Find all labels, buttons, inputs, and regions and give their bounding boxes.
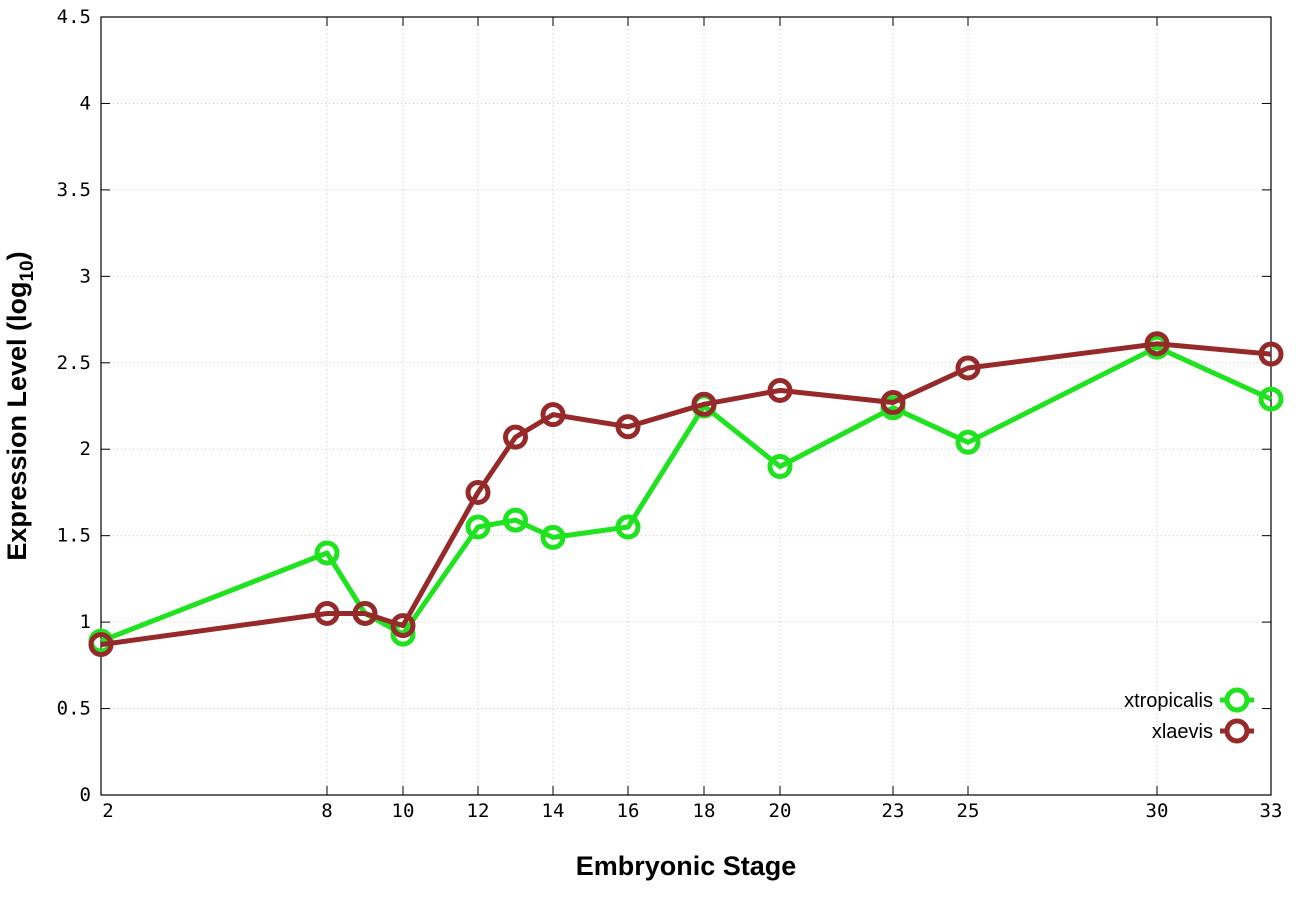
x-tick-label: 18 (693, 800, 716, 822)
y-tick-label: 0.5 (57, 698, 91, 720)
data-point-xtropicalis (955, 429, 981, 455)
x-tick-label: 30 (1146, 800, 1169, 822)
data-point-xtropicalis (1258, 386, 1284, 412)
series-line-xtropicalis (100, 344, 1273, 644)
data-point-xtropicalis (465, 514, 491, 540)
legend-marker-xtropicalis (1224, 687, 1250, 713)
data-point-xlaevis (880, 390, 906, 416)
series-line-xlaevis (100, 341, 1272, 648)
y-tick-label: 1 (80, 611, 91, 633)
y-tick-label: 2 (80, 438, 91, 460)
x-tick-label: 8 (321, 800, 332, 822)
y-tick-label: 3 (80, 265, 91, 287)
series-layer (88, 331, 1284, 658)
x-tick-label: 25 (957, 800, 980, 822)
y-axis-title-main: Expression Level (log (2, 282, 32, 561)
data-point-xlaevis (390, 613, 416, 639)
legend-label-xtropicalis: xtropicalis (1124, 690, 1213, 712)
y-axis-title-tail: ) (2, 251, 32, 260)
y-tick-label: 4.5 (57, 6, 91, 28)
data-point-xtropicalis (540, 524, 566, 550)
data-point-xlaevis (503, 424, 528, 450)
data-point-xlaevis (615, 414, 641, 440)
legend: xtropicalis xlaevis (1124, 687, 1254, 744)
x-tick-label: 20 (769, 800, 792, 822)
x-tick-label: 14 (542, 800, 565, 822)
data-point-xlaevis (767, 377, 793, 403)
data-point-xlaevis (465, 479, 491, 505)
data-point-xlaevis (352, 600, 378, 626)
data-point-xlaevis (955, 355, 981, 381)
data-point-xlaevis (88, 632, 114, 658)
legend-marker-xlaevis (1224, 718, 1250, 744)
x-tick-label: 16 (617, 800, 640, 822)
data-point-xlaevis (540, 402, 566, 428)
grid-layer (101, 17, 1271, 795)
data-point-xlaevis (1258, 341, 1284, 367)
plot-frame (100, 16, 1272, 796)
data-point-xtropicalis (503, 507, 528, 533)
data-point-xtropicalis (314, 540, 340, 566)
y-tick-label: 4 (80, 92, 91, 114)
data-point-xtropicalis (767, 454, 793, 480)
x-tick-label: 10 (392, 800, 415, 822)
y-tick-label: 3.5 (57, 179, 91, 201)
data-point-xlaevis (691, 391, 717, 417)
y-tick-label: 2.5 (57, 352, 91, 374)
data-point-xlaevis (1144, 331, 1170, 357)
x-tick-label: 23 (882, 800, 905, 822)
y-axis-title-sub: 10 (17, 260, 38, 281)
data-point-xlaevis (314, 600, 340, 626)
x-tick-label: 33 (1260, 800, 1283, 822)
y-axis-title: Expression Level (log10) (2, 251, 38, 560)
x-tick-label: 2 (102, 800, 113, 822)
data-point-xtropicalis (615, 514, 641, 540)
legend-label-xlaevis: xlaevis (1152, 721, 1213, 743)
y-tick-label: 1.5 (57, 525, 91, 547)
y-tick-label: 0 (80, 784, 91, 806)
x-axis-title: Embryonic Stage (576, 851, 797, 881)
x-tick-label: 12 (467, 800, 490, 822)
tick-layer: 0 0.5 1 1.5 2 2.5 3 3.5 4 4.5 2 8 10 12 14 16 18 20 23 25 30… (57, 6, 1283, 822)
